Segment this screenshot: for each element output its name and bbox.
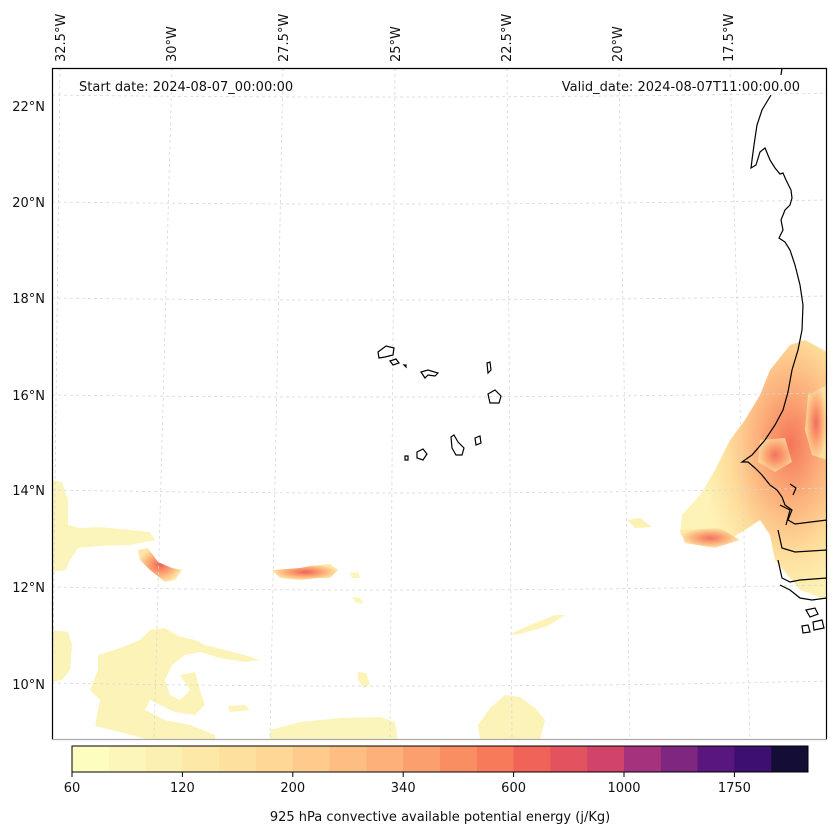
lat-label: 18°N xyxy=(12,292,45,307)
colorbar-tick-label: 120 xyxy=(170,781,195,796)
colorbar-tick-label: 340 xyxy=(391,781,416,796)
lon-label: 32.5°W xyxy=(54,14,69,62)
island-sal xyxy=(486,361,492,375)
colorbar-segments xyxy=(72,746,809,772)
map-panel: Start date: 2024-08-07_00:00:00 Valid_da… xyxy=(51,67,828,741)
gridline-lon-27.5 xyxy=(269,68,284,740)
lat-label: 16°N xyxy=(12,389,45,404)
island-fogo xyxy=(416,448,428,461)
cape-region-southwest xyxy=(52,628,260,740)
cape-small-1 xyxy=(350,572,360,578)
colorbar-segment xyxy=(697,746,735,772)
island-santiago xyxy=(450,434,465,456)
island-bijagos xyxy=(801,607,825,634)
gridline-lat-16 xyxy=(52,392,827,398)
cape-band-27w xyxy=(272,564,338,580)
colorbar-tick-label: 200 xyxy=(280,781,305,796)
gridline-lon-22.5 xyxy=(506,68,513,740)
colorbar-tick-label: 60 xyxy=(64,781,81,796)
lon-label: 25°W xyxy=(389,26,404,62)
lat-label: 10°N xyxy=(12,678,45,693)
cape-small-offshore xyxy=(627,518,652,528)
cape-small-3 xyxy=(358,672,370,688)
gridline-lat-18 xyxy=(52,295,827,301)
lat-label: 22°N xyxy=(12,100,45,115)
cape-region-west xyxy=(52,480,155,572)
cape-hotspot-coast xyxy=(758,438,792,472)
lon-label: 30°W xyxy=(165,26,180,62)
gridline-lat-12 xyxy=(52,584,827,591)
cape-small-strip xyxy=(508,615,565,635)
colorbar-segment xyxy=(292,746,331,772)
cape-small-4 xyxy=(228,705,250,712)
colorbar-segment xyxy=(624,746,662,772)
gridline-lon-17.5 xyxy=(729,68,751,740)
colorbar-segment xyxy=(734,746,772,772)
gridline-lat-10 xyxy=(52,680,827,687)
colorbar-segment xyxy=(403,746,441,772)
island-santo-antao xyxy=(377,345,395,359)
start-date-label: Start date: 2024-08-07_00:00:00 xyxy=(79,80,293,95)
colorbar-segment xyxy=(440,746,478,772)
colorbar-segment xyxy=(587,746,625,772)
longitude-labels: 32.5°W 30°W 27.5°W 25°W 22.5°W 20°W 17.5… xyxy=(54,14,737,62)
cape-region-south-bar xyxy=(270,717,398,740)
colorbar-segment xyxy=(660,746,699,772)
island-santa-luzia xyxy=(402,364,407,369)
colorbar-tick-label: 600 xyxy=(501,781,526,796)
gridline-lat-14 xyxy=(52,487,827,494)
lon-label: 22.5°W xyxy=(500,14,515,62)
coastline-gambia xyxy=(779,483,797,526)
colorbar-segment xyxy=(476,746,515,772)
island-brava xyxy=(404,455,409,461)
cape-fill-layer xyxy=(52,340,827,740)
cape-small-2 xyxy=(352,597,364,603)
colorbar-tick-label: 1000 xyxy=(607,781,640,796)
colorbar-segment xyxy=(72,746,110,772)
island-maio xyxy=(474,435,482,446)
cape-band-30w xyxy=(138,548,182,582)
colorbar-segment xyxy=(550,746,588,772)
island-boa-vista xyxy=(487,389,502,404)
gridline-lat-22 xyxy=(52,92,827,98)
colorbar-segment xyxy=(771,746,809,772)
coastline xyxy=(377,68,827,634)
gridline-lon-30 xyxy=(153,68,173,740)
latitude-labels: 22°N 20°N 18°N 16°N 14°N 12°N 10°N xyxy=(12,100,45,693)
colorbar-segment xyxy=(219,746,257,772)
cape-offshore-blob xyxy=(680,528,740,548)
colorbar-segment xyxy=(145,746,183,772)
lat-label: 14°N xyxy=(12,484,45,499)
colorbar-segment xyxy=(108,746,147,772)
colorbar-frame xyxy=(71,745,809,773)
gridline-lon-32.5 xyxy=(52,68,61,740)
colorbar-segment xyxy=(366,746,404,772)
colorbar-tick-label: 1750 xyxy=(718,781,751,796)
lon-label: 27.5°W xyxy=(277,14,292,62)
valid-date-label: Valid_date: 2024-08-07T11:00:00.00 xyxy=(562,80,800,95)
coastline-west-africa xyxy=(740,68,827,601)
gridline-lat-20 xyxy=(52,199,827,205)
colorbar-segment xyxy=(329,746,367,772)
gridlines xyxy=(52,68,827,740)
lat-label: 12°N xyxy=(12,581,45,596)
colorbar-segment xyxy=(256,746,294,772)
island-sao-nicolau xyxy=(420,369,440,379)
gridline-lon-25 xyxy=(389,68,396,740)
colorbar: 60 120 200 340 600 1000 1750 925 hPa convectiv… xyxy=(64,745,809,825)
colorbar-segment xyxy=(513,746,551,772)
colorbar-segment xyxy=(182,746,220,772)
lat-label: 20°N xyxy=(12,196,45,211)
cape-hotspot-senegal xyxy=(805,385,827,460)
colorbar-ticks: 60 120 200 340 600 1000 1750 xyxy=(64,772,751,796)
lon-label: 17.5°W xyxy=(722,14,737,62)
gridline-lon-20 xyxy=(618,68,631,740)
island-sao-vicente xyxy=(389,358,400,366)
colorbar-label: 925 hPa convective available potential e… xyxy=(270,810,610,825)
lon-label: 20°W xyxy=(611,26,626,62)
